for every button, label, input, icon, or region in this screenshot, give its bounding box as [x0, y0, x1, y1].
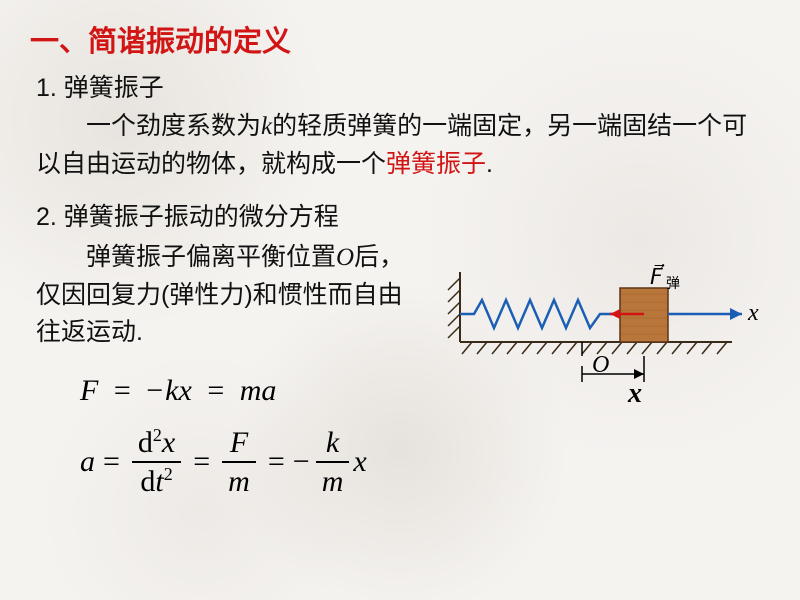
keyword-spring-oscillator: 弹簧振子	[386, 150, 486, 178]
f2-x2: x	[353, 445, 366, 479]
f1-eq2: =	[207, 374, 224, 407]
f2-t: t	[155, 465, 163, 498]
f1-eq1: =	[114, 374, 131, 407]
f2-frac2: F m	[222, 426, 256, 498]
label-x-disp: x	[627, 378, 642, 409]
var-O: O	[336, 244, 354, 271]
s1-pre: 一个劲度系数为	[86, 112, 261, 140]
f2-k: k	[316, 426, 350, 463]
f2-eq1: =	[103, 445, 120, 479]
s1-post: .	[486, 150, 493, 178]
f2-neg: −	[293, 445, 310, 479]
f1-x: x	[179, 374, 192, 407]
var-k: k	[261, 113, 272, 140]
section1-paragraph: 一个劲度系数为k的轻质弹簧的一端固定，另一端固结一个可以自由运动的物体，就构成一…	[36, 108, 764, 183]
formula-2: a = d2x dt2 = F m = − k m x	[80, 426, 770, 498]
f2-a: a	[80, 445, 95, 479]
f2-frac3: k m	[316, 426, 350, 498]
main-title: 一、简谐振动的定义	[30, 18, 770, 60]
f2-sup2: 2	[164, 464, 173, 484]
spring-mass-diagram: F⃗ 弹 x O x	[432, 264, 772, 414]
f2-eq3: =	[268, 445, 285, 479]
f2-m2: m	[316, 463, 350, 498]
f1-neg: −	[146, 374, 163, 407]
svg-text:F⃗: F⃗	[650, 264, 665, 289]
f1-a: a	[261, 374, 276, 407]
f2-x1: x	[162, 426, 175, 459]
label-F-sub: 弹	[666, 276, 680, 292]
section2-heading: 2. 弹簧振子振动的微分方程	[36, 197, 770, 233]
f2-m1: m	[222, 463, 256, 498]
label-x-axis: x	[747, 300, 759, 326]
f1-k: k	[165, 374, 178, 407]
section1-heading: 1. 弹簧振子	[36, 68, 770, 104]
f2-eq2: =	[193, 445, 210, 479]
s2-pre: 弹簧振子偏离平衡位置	[86, 243, 336, 271]
f2-sup1: 2	[153, 425, 162, 445]
f2-frac1: d2x dt2	[132, 426, 181, 498]
f2-d1: d	[138, 426, 153, 459]
section2-paragraph: 弹簧振子偏离平衡位置O后，仅因回复力(弹性力)和惯性而自由往返运动.	[36, 239, 416, 352]
f1-F: F	[80, 374, 98, 407]
f1-m: m	[240, 374, 262, 407]
f2-F: F	[222, 426, 256, 463]
f2-d2: d	[140, 465, 155, 498]
